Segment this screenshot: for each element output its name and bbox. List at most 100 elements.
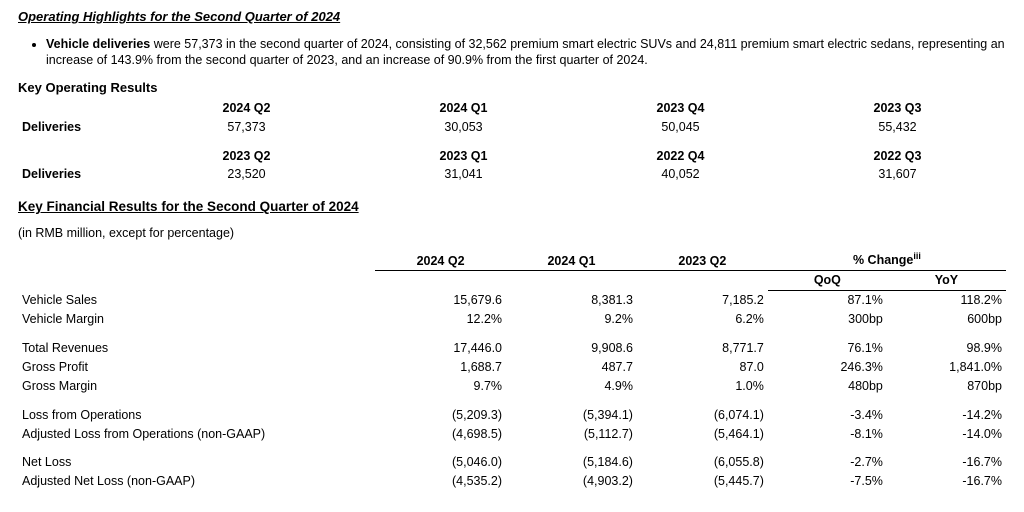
fin-cell: -7.5% [768, 472, 887, 491]
fin-cell: (4,903.2) [506, 472, 637, 491]
fin-cell: 480bp [768, 377, 887, 396]
fin-row: Adjusted Net Loss (non-GAAP)(4,535.2)(4,… [18, 472, 1006, 491]
fin-cell: 9,908.6 [506, 339, 637, 358]
op-cell: 50,045 [572, 118, 789, 137]
fin-cell: -14.0% [887, 425, 1006, 444]
fin-cell: 4.9% [506, 377, 637, 396]
op-col-header: 2024 Q1 [355, 99, 572, 118]
bullet-lead: Vehicle deliveries [46, 37, 150, 51]
fin-cell: 17,446.0 [375, 339, 506, 358]
op-header-row: 2024 Q22024 Q12023 Q42023 Q3 [18, 99, 1006, 118]
fin-cell: -16.7% [887, 472, 1006, 491]
fin-cell: 76.1% [768, 339, 887, 358]
col-yoy: YoY [887, 271, 1006, 291]
fin-cell: 7,185.2 [637, 291, 768, 310]
fin-row-label: Total Revenues [18, 339, 375, 358]
fin-cell: -14.2% [887, 406, 1006, 425]
fin-cell: (5,209.3) [375, 406, 506, 425]
op-data-row: Deliveries23,52031,04140,05231,607 [18, 165, 1006, 184]
fin-cell: (5,445.7) [637, 472, 768, 491]
fin-cell: -16.7% [887, 453, 1006, 472]
change-sup: iii [913, 251, 921, 261]
fin-row: Gross Margin9.7%4.9%1.0%480bp870bp [18, 377, 1006, 396]
op-col-header: 2023 Q3 [789, 99, 1006, 118]
fin-cell: 8,771.7 [637, 339, 768, 358]
financial-results-table: 2024 Q2 2024 Q1 2023 Q2 % Changeiii QoQ … [18, 249, 1006, 491]
op-row-label: Deliveries [18, 165, 138, 184]
op-col-header: 2023 Q4 [572, 99, 789, 118]
fin-cell: 98.9% [887, 339, 1006, 358]
fin-title-b: for the Second Quarter of 2024 [158, 199, 359, 214]
fin-row-label: Net Loss [18, 453, 375, 472]
fin-cell: 15,679.6 [375, 291, 506, 310]
financial-note: (in RMB million, except for percentage) [18, 225, 1006, 242]
operating-results-table: 2024 Q22024 Q12023 Q42023 Q3Deliveries57… [18, 99, 1006, 185]
op-cell: 31,041 [355, 165, 572, 184]
fin-cell: (5,112.7) [506, 425, 637, 444]
op-col-header: 2023 Q1 [355, 147, 572, 166]
fin-cell: 1,688.7 [375, 358, 506, 377]
fin-header-row-2: QoQ YoY [18, 271, 1006, 291]
col-2024q1: 2024 Q1 [506, 249, 637, 271]
op-data-row: Deliveries57,37330,05350,04555,432 [18, 118, 1006, 137]
fin-cell: 9.2% [506, 310, 637, 329]
op-header-row: 2023 Q22023 Q12022 Q42022 Q3 [18, 147, 1006, 166]
col-2023q2: 2023 Q2 [637, 249, 768, 271]
key-financial-results-title: Key Financial Results for the Second Qua… [18, 198, 1006, 216]
fin-cell: -2.7% [768, 453, 887, 472]
fin-cell: (5,046.0) [375, 453, 506, 472]
fin-cell: (6,055.8) [637, 453, 768, 472]
fin-cell: 87.1% [768, 291, 887, 310]
fin-cell: 118.2% [887, 291, 1006, 310]
fin-row: Total Revenues17,446.09,908.68,771.776.1… [18, 339, 1006, 358]
fin-row-label: Adjusted Net Loss (non-GAAP) [18, 472, 375, 491]
col-change: % Changeiii [768, 249, 1006, 271]
fin-cell: 1,841.0% [887, 358, 1006, 377]
op-cell: 40,052 [572, 165, 789, 184]
fin-cell: (5,184.6) [506, 453, 637, 472]
op-cell: 23,520 [138, 165, 355, 184]
fin-row: Gross Profit1,688.7487.787.0246.3%1,841.… [18, 358, 1006, 377]
op-cell: 55,432 [789, 118, 1006, 137]
fin-row: Vehicle Margin12.2%9.2%6.2%300bp600bp [18, 310, 1006, 329]
fin-cell: 487.7 [506, 358, 637, 377]
op-col-header: 2022 Q4 [572, 147, 789, 166]
fin-cell: 1.0% [637, 377, 768, 396]
op-cell: 57,373 [138, 118, 355, 137]
bullet-vehicle-deliveries: Vehicle deliveries were 57,373 in the se… [46, 36, 1006, 70]
fin-cell: (6,074.1) [637, 406, 768, 425]
operating-highlights-title: Operating Highlights for the Second Quar… [18, 8, 1006, 26]
fin-cell: (4,535.2) [375, 472, 506, 491]
fin-cell: 6.2% [637, 310, 768, 329]
fin-row-label: Gross Margin [18, 377, 375, 396]
fin-row: Net Loss(5,046.0)(5,184.6)(6,055.8)-2.7%… [18, 453, 1006, 472]
fin-cell: 600bp [887, 310, 1006, 329]
fin-row: Adjusted Loss from Operations (non-GAAP)… [18, 425, 1006, 444]
fin-row: Loss from Operations(5,209.3)(5,394.1)(6… [18, 406, 1006, 425]
fin-row-label: Vehicle Margin [18, 310, 375, 329]
op-cell: 31,607 [789, 165, 1006, 184]
fin-header-row-1: 2024 Q2 2024 Q1 2023 Q2 % Changeiii [18, 249, 1006, 271]
op-col-header: 2023 Q2 [138, 147, 355, 166]
op-col-header: 2022 Q3 [789, 147, 1006, 166]
fin-cell: 870bp [887, 377, 1006, 396]
fin-row-label: Gross Profit [18, 358, 375, 377]
fin-cell: (5,464.1) [637, 425, 768, 444]
fin-cell: 12.2% [375, 310, 506, 329]
fin-cell: (4,698.5) [375, 425, 506, 444]
fin-row-label: Loss from Operations [18, 406, 375, 425]
change-hdr-text: % Change [853, 254, 913, 268]
fin-cell: 246.3% [768, 358, 887, 377]
col-qoq: QoQ [768, 271, 887, 291]
key-operating-results-title: Key Operating Results [18, 79, 1006, 97]
bullet-rest: were 57,373 in the second quarter of 202… [46, 37, 1005, 68]
highlights-bullets: Vehicle deliveries were 57,373 in the se… [18, 36, 1006, 70]
fin-cell: 300bp [768, 310, 887, 329]
col-2024q2: 2024 Q2 [375, 249, 506, 271]
op-col-header: 2024 Q2 [138, 99, 355, 118]
fin-cell: 8,381.3 [506, 291, 637, 310]
fin-cell: 87.0 [637, 358, 768, 377]
fin-cell: 9.7% [375, 377, 506, 396]
fin-cell: -3.4% [768, 406, 887, 425]
fin-row-label: Adjusted Loss from Operations (non-GAAP) [18, 425, 375, 444]
